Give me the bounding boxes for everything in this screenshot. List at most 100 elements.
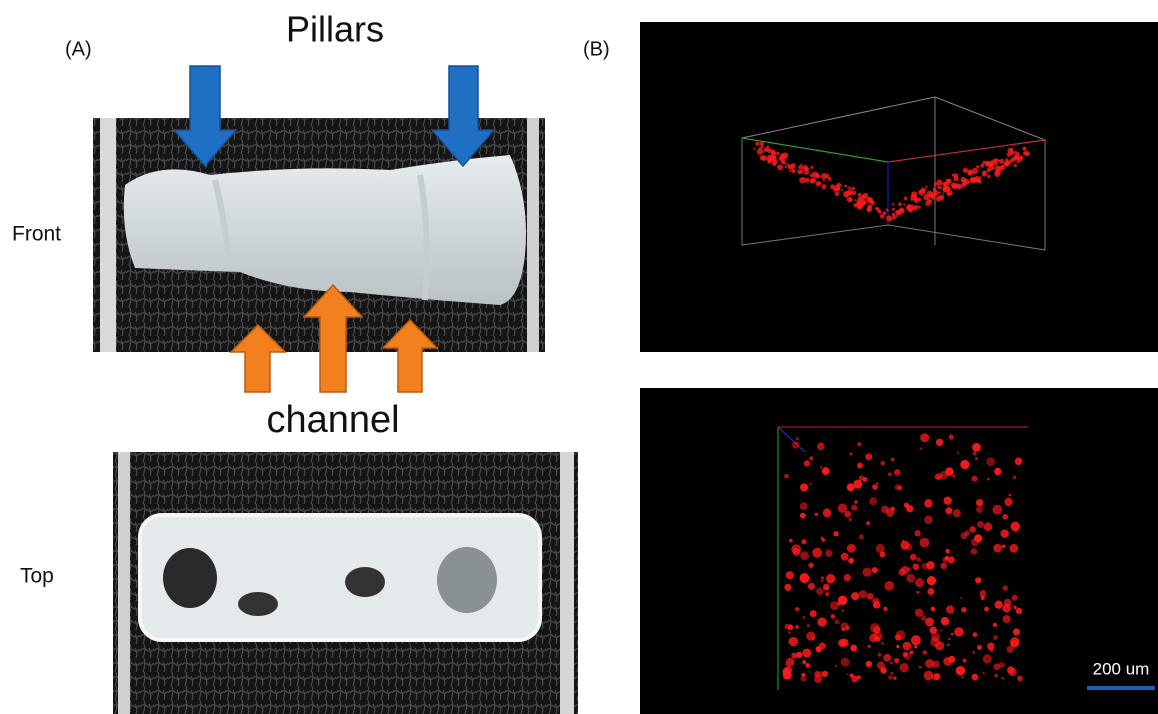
signal-dot [1013,476,1017,480]
signal-dot [977,645,982,650]
signal-dot [844,185,847,188]
signal-dot [1013,628,1020,635]
signal-dot [942,182,946,186]
signal-dot [802,660,806,664]
signal-dot [924,499,932,507]
signal-dot [994,468,1001,475]
signal-dot [976,506,983,513]
signal-dot [791,653,797,659]
signal-dot [795,625,798,628]
signal-dot [842,610,844,612]
signal-dot [973,632,978,637]
signal-dot [895,484,901,490]
signal-dot [869,198,873,202]
signal-dot [994,674,997,677]
signal-dot [892,208,895,211]
signal-dot [979,590,986,597]
signal-dot [890,672,893,675]
signal-dot [957,452,959,454]
signal-dot [975,577,981,583]
signal-dot [1017,676,1023,682]
signal-dot [1004,498,1012,506]
signal-dot [967,169,973,175]
signal-dot [900,541,909,550]
signal-dot [880,667,886,673]
signal-dot [962,659,966,663]
signal-dot [802,165,808,171]
signal-dot [904,652,911,659]
signal-dot [1003,586,1008,591]
signal-dot [798,165,802,169]
signal-dot [880,552,886,558]
signal-dot [1022,147,1026,151]
signal-dot [823,179,825,181]
signal-dot [1010,637,1020,647]
signal-dot [863,477,868,482]
signal-dot [848,558,854,564]
signal-dot [777,164,783,170]
signal-dot [787,164,789,166]
signal-dot [925,617,934,626]
signal-dot [971,177,976,182]
signal-dot [851,505,857,511]
signal-dot [872,484,877,489]
signal-dot [920,433,929,442]
signal-dot [821,580,823,582]
signal-dot [876,482,878,484]
signal-dot [920,447,922,449]
signal-dot [843,191,849,197]
signal-dot [786,571,794,579]
signal-dot [919,666,921,668]
signal-dot [867,206,872,211]
signal-dot [1002,545,1006,549]
signal-dot [901,566,909,574]
signal-dot [920,538,930,548]
signal-dot [960,597,962,599]
signal-dot [849,198,853,202]
signal-dot [825,174,829,178]
signal-dot [915,578,924,587]
signal-dot [849,518,852,521]
signal-dot [814,671,820,677]
signal-dot [989,162,993,166]
signal-dot [972,651,974,653]
signal-dot [862,568,871,577]
front-label: Front [12,223,61,246]
signal-dot [922,191,925,194]
signal-dot [802,177,804,179]
signal-dot [897,210,902,215]
signal-dot [882,211,886,215]
signal-dot [865,453,872,460]
signal-dot [999,160,1001,162]
signal-dot [914,645,917,648]
signal-dot [921,615,926,620]
signal-dot [982,171,985,174]
signal-dot [891,458,894,461]
signal-dot [801,539,806,544]
signal-dot [1001,165,1004,168]
signal-dot [948,192,951,195]
signal-dot [788,631,790,633]
signal-dot [975,457,978,460]
signal-dot [976,178,980,182]
signal-dot [754,147,756,149]
signal-dot [914,530,920,536]
signal-dot [946,179,951,184]
signal-dot [934,183,937,186]
signal-dot [833,531,838,536]
signal-dot [825,592,829,596]
signal-dot [802,616,805,619]
signal-dot [857,675,861,679]
signal-dot [764,149,766,151]
signal-dot [830,601,839,610]
signal-dot [815,513,819,517]
signal-dot [899,663,908,672]
signal-dot [943,496,951,504]
signal-dot [800,551,809,560]
signal-dot [918,206,921,209]
signal-dot [822,671,828,677]
signal-dot [762,156,767,161]
signal-dot [942,192,944,194]
signal-dot [800,163,802,165]
signal-dot [771,155,777,161]
